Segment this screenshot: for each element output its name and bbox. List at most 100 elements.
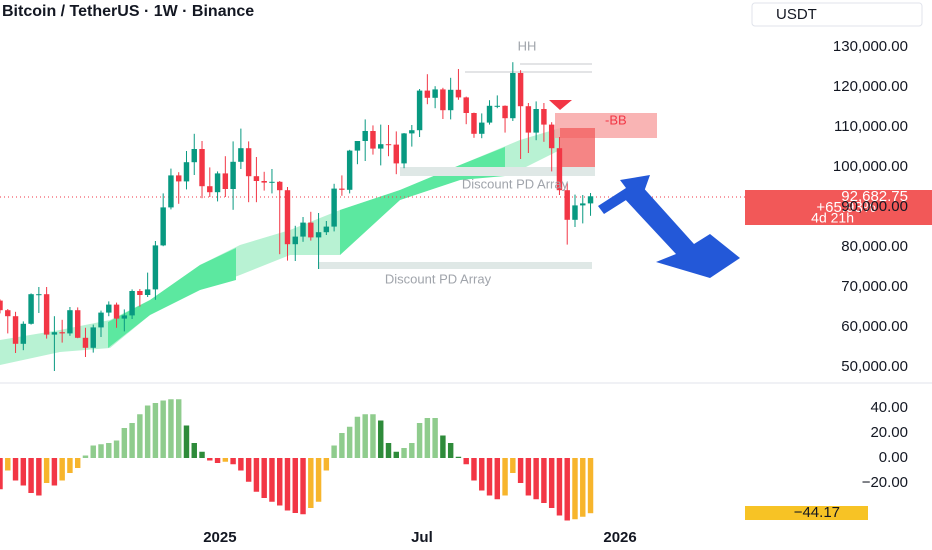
candle-body — [292, 236, 298, 245]
histogram-bar — [137, 414, 143, 458]
change: +65.93% — [816, 199, 876, 216]
candle-body — [541, 109, 547, 125]
candle-body — [261, 181, 267, 183]
candle-body — [354, 141, 361, 151]
candle-body — [494, 105, 501, 107]
countdown: 4d 21h — [811, 210, 854, 226]
histogram-bar — [191, 443, 197, 458]
candle-body — [121, 315, 128, 319]
histogram-bar — [510, 458, 516, 473]
y-tick-label: 120,000.00 — [833, 78, 908, 95]
histogram-bar — [556, 458, 563, 516]
candle-body — [362, 131, 368, 141]
supply-zone — [560, 128, 595, 168]
candle-body — [385, 144, 392, 146]
histogram-bar — [113, 440, 120, 458]
candle-body — [113, 304, 120, 319]
annotation: Discount PD Array — [385, 271, 492, 286]
histogram-bar — [230, 458, 236, 465]
candle-body — [416, 90, 423, 131]
histogram-bar — [370, 414, 376, 458]
candle-body — [183, 162, 190, 182]
candle-body — [463, 97, 469, 113]
histogram-bar — [339, 433, 345, 458]
zones — [0, 63, 745, 269]
chart-title: Bitcoin / TetherUS · 1W · Binance — [2, 3, 254, 20]
candle-body — [51, 332, 58, 335]
histogram-bar — [424, 418, 431, 458]
currency: USDT — [776, 6, 817, 23]
candle-body — [230, 161, 236, 189]
histogram-bar — [432, 418, 438, 458]
candle-body — [510, 73, 516, 119]
histogram-bar — [129, 423, 135, 458]
candle-body — [67, 310, 73, 334]
histogram-bar — [160, 400, 166, 458]
candle-body — [556, 148, 563, 191]
histogram-bar — [587, 458, 594, 514]
candle-body — [284, 190, 291, 245]
arrows — [598, 175, 740, 278]
candle-body — [59, 332, 65, 334]
histogram-bar — [261, 458, 267, 498]
histogram-bar — [175, 399, 182, 458]
currency-box[interactable] — [751, 2, 923, 27]
histogram-bar — [222, 458, 229, 462]
candle-body — [152, 245, 159, 290]
candle-body — [479, 122, 485, 134]
y-tick-label: 40.00 — [870, 399, 908, 416]
histogram-bar — [385, 443, 392, 458]
histogram-bar — [541, 458, 547, 503]
histogram-bar — [486, 458, 493, 496]
histogram-bar — [315, 458, 322, 502]
histogram-bar — [51, 458, 58, 486]
last-price: 92,682.75 — [841, 188, 908, 205]
y-tick-label: 130,000.00 — [833, 38, 908, 55]
candle-body — [222, 173, 229, 189]
candle-body — [106, 304, 112, 313]
histogram-bar — [525, 458, 532, 496]
histogram-bar — [28, 458, 34, 493]
histogram-bar — [74, 458, 81, 468]
candle-body — [471, 113, 477, 134]
histogram-bar — [0, 458, 3, 490]
candle-body — [548, 124, 555, 149]
histogram-bar — [354, 416, 361, 458]
y-tick-label: 110,000.00 — [834, 118, 908, 135]
histogram-bar — [43, 458, 50, 483]
candle-body — [315, 232, 322, 238]
candle-body — [28, 294, 34, 324]
candle-body — [572, 205, 578, 220]
candle-body — [160, 207, 166, 246]
candle-body — [587, 196, 594, 204]
histogram-bar — [494, 458, 501, 500]
histogram-bar — [533, 458, 539, 500]
histogram-bar — [463, 458, 469, 465]
y-tick-label: 20.00 — [870, 424, 908, 441]
annotation: -BB — [605, 112, 627, 127]
histogram-bar — [416, 423, 423, 458]
histogram-bar — [572, 458, 578, 520]
candle-body — [331, 188, 337, 227]
candle-body — [432, 89, 438, 98]
candle-body — [447, 89, 454, 111]
histogram-bar — [98, 444, 104, 458]
histogram-bar — [152, 403, 159, 458]
candle-body — [300, 222, 306, 237]
candle-body — [5, 310, 11, 317]
candle-body — [36, 294, 42, 296]
histogram-bar — [245, 458, 252, 482]
candle-body — [455, 89, 462, 98]
candle-body — [144, 289, 151, 295]
histogram-bar — [308, 458, 314, 508]
discount-zone — [318, 262, 592, 269]
histogram-bar — [168, 399, 174, 458]
histogram-bar — [82, 455, 89, 458]
candle-body — [424, 90, 431, 98]
candle-body — [175, 175, 182, 182]
x-tick-label: 2026 — [603, 529, 636, 546]
candle-body — [517, 73, 524, 107]
candle-body — [90, 327, 96, 348]
candle-body — [0, 300, 3, 311]
